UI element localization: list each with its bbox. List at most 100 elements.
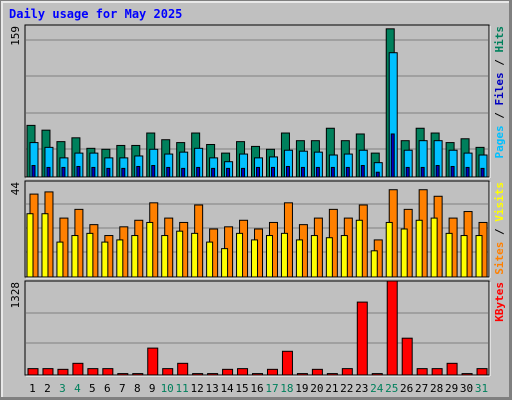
panel-2-axis-label: Sites / Visits (493, 182, 506, 275)
visits-bar-fill (221, 248, 229, 278)
visits-bar-fill (236, 232, 244, 278)
pages-bar-fill (136, 165, 141, 178)
kbytes-bar-fill (431, 368, 443, 376)
visits-bar (295, 239, 303, 278)
pages-bar (61, 166, 66, 178)
day-label: 7 (119, 382, 126, 395)
kbytes-bar-fill (72, 362, 84, 376)
pages-bar (330, 166, 335, 178)
pages-bar (181, 167, 186, 178)
visits-bar (191, 232, 199, 278)
visits-bar (460, 235, 468, 278)
panel-3-area (24, 280, 490, 376)
visits-bar (445, 232, 453, 278)
pages-bar-fill (46, 166, 51, 178)
visits-bar (146, 221, 154, 278)
kbytes-bar (266, 368, 278, 376)
visits-bar (340, 235, 348, 278)
kbytes-bar-fill (87, 368, 99, 376)
kbytes-bar-fill (117, 373, 129, 376)
pages-bar-fill (300, 166, 305, 178)
day-label: 4 (74, 382, 81, 395)
kbytes-bar (162, 368, 174, 376)
pages-bar (166, 166, 171, 178)
pages-bar (435, 165, 440, 178)
kbytes-bar (207, 373, 219, 376)
kbytes-bar-fill (266, 368, 278, 376)
panel-3-axis-label: KBytes (493, 282, 506, 322)
visits-bar (310, 235, 318, 278)
visits-bar-fill (116, 239, 124, 278)
visits-bar (236, 232, 244, 278)
day-label: 26 (400, 382, 413, 395)
pages-bar-fill (315, 166, 320, 178)
day-label: 21 (325, 382, 338, 395)
kbytes-bar-fill (371, 373, 383, 376)
visits-bar-fill (445, 232, 453, 278)
kbytes-bar (192, 373, 204, 376)
day-label: 1 (29, 382, 36, 395)
visits-bar-fill (355, 219, 363, 278)
pages-bar-fill (390, 133, 395, 178)
kbytes-bar (57, 368, 69, 376)
kbytes-bar (356, 301, 368, 376)
kbytes-bar-fill (341, 368, 353, 376)
visits-bar (161, 235, 169, 278)
day-label: 13 (205, 382, 218, 395)
kbytes-bar (42, 368, 54, 376)
pages-bar-fill (345, 166, 350, 178)
visits-bar (131, 235, 139, 278)
pages-bar-fill (121, 167, 126, 178)
kbytes-bar (401, 337, 413, 376)
day-label: 23 (355, 382, 368, 395)
kbytes-bar-fill (177, 362, 189, 376)
day-label: 25 (385, 382, 398, 395)
visits-bar (385, 221, 393, 278)
visits-bar (475, 235, 483, 278)
day-label: 19 (295, 382, 308, 395)
kbytes-bar-fill (461, 373, 473, 376)
visits-bar-fill (161, 235, 169, 278)
kbytes-bar (237, 368, 249, 376)
pages-bar-fill (465, 166, 470, 178)
kbytes-bar-fill (27, 368, 39, 376)
day-label: 2 (44, 382, 51, 395)
kbytes-bar-fill (401, 337, 413, 376)
axis-label-part: Pages (493, 125, 506, 158)
kbytes-bar (371, 373, 383, 376)
pages-bar-fill (420, 166, 425, 178)
visits-bar (280, 232, 288, 278)
day-label: 29 (445, 382, 458, 395)
day-label: 28 (430, 382, 443, 395)
kbytes-bar (102, 368, 114, 376)
pages-bar (480, 167, 485, 178)
visits-bar (206, 241, 214, 278)
pages-bar (241, 167, 246, 178)
visits-bar (221, 248, 229, 278)
kbytes-bar (326, 373, 338, 376)
visits-bar-fill (460, 235, 468, 278)
kbytes-bar (222, 368, 234, 376)
axis-label-part: Files (493, 72, 506, 105)
panel-2-ymax-label: 44 (9, 182, 22, 196)
kbytes-bar (416, 368, 428, 376)
axis-label-part: / (493, 222, 506, 242)
kbytes-bar-fill (356, 301, 368, 376)
visits-bar-fill (41, 213, 49, 278)
visits-bar-fill (71, 235, 79, 278)
kbytes-bar-fill (147, 347, 159, 376)
visits-bar (116, 239, 124, 278)
pages-bar (226, 167, 231, 178)
visits-bar (415, 219, 423, 278)
pages-bar (151, 165, 156, 178)
kbytes-bar (296, 373, 308, 376)
pages-bar-fill (330, 166, 335, 178)
kbytes-bar (431, 368, 443, 376)
kbytes-bar-fill (207, 373, 219, 376)
pages-bar (465, 166, 470, 178)
visits-bar-fill (86, 232, 94, 278)
pages-bar (46, 166, 51, 178)
pages-bar (405, 166, 410, 178)
axis-label-part: Sites (493, 242, 506, 275)
